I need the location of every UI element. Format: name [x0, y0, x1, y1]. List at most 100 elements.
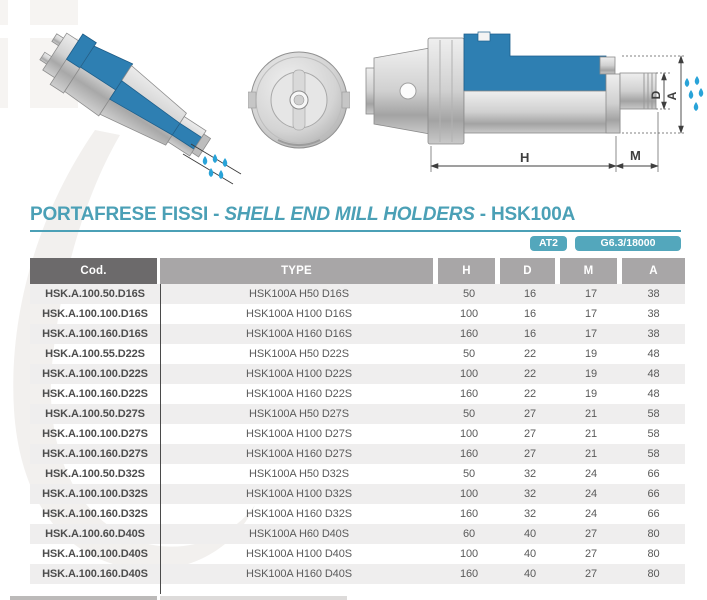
cell-d: 22 — [523, 388, 537, 400]
cell-cod: HSK.A.100.50.D16S — [45, 288, 145, 300]
cell-d: 22 — [523, 348, 537, 360]
table-row: HSK.A.100.50.D27S HSK100A H50 D27S 50 27 21 5… — [30, 404, 685, 424]
cell-d: 40 — [523, 548, 537, 560]
cell-h: 160 — [459, 508, 479, 520]
corner-cross-decor — [8, 0, 30, 108]
product-table: Cod. TYPE H D M A HSK.A.100.50.D16S HSK10… — [30, 258, 685, 594]
cell-m: 21 — [584, 428, 598, 440]
cell-type: HSK100A H160 D40S — [246, 568, 352, 580]
cell-d: 27 — [523, 448, 537, 460]
table-row: HSK.A.100.100.D27S HSK100A H100 D27S 100 27… — [30, 424, 685, 444]
cell-a: 66 — [647, 468, 660, 480]
cell-m: 17 — [584, 288, 598, 300]
cell-m: 27 — [584, 568, 598, 580]
table-body: HSK.A.100.50.D16S HSK100A H50 D16S 50 16 17 3… — [30, 284, 685, 594]
cell-a: 48 — [647, 348, 660, 360]
cell-h: 100 — [459, 308, 479, 320]
table-header-row: Cod. TYPE H D M A — [30, 258, 685, 284]
table-row: HSK.A.100.50.D32S HSK100A H50 D32S 50 32 24 6… — [30, 464, 685, 484]
cell-a: 80 — [647, 548, 660, 560]
cell-d: 40 — [523, 528, 537, 540]
cell-h: 160 — [459, 448, 479, 460]
cell-d: 32 — [523, 488, 537, 500]
cell-h: 50 — [462, 288, 476, 300]
cell-h: 50 — [462, 348, 476, 360]
title-separator: - — [208, 204, 225, 225]
cell-d: 27 — [523, 408, 537, 420]
cell-a: 58 — [647, 428, 660, 440]
cell-d: 16 — [523, 308, 537, 320]
table-row: HSK.A.100.50.D16S HSK100A H50 D16S 50 16 17 3… — [30, 284, 685, 304]
cell-d: 32 — [523, 508, 537, 520]
cell-type: HSK100A H160 D32S — [246, 508, 352, 520]
cell-cod: HSK.A.100.160.D22S — [42, 388, 148, 400]
cell-cod: HSK.A.100.100.D16S — [42, 308, 148, 320]
coolant-drops-icon — [182, 143, 242, 185]
cell-a: 80 — [647, 568, 660, 580]
cell-type: HSK100A H100 D40S — [246, 548, 352, 560]
table-row: HSK.A.100.160.D27S HSK100A H160 D27S 160 27… — [30, 444, 685, 464]
table-row: HSK.A.100.100.D16S HSK100A H100 D16S 100 16… — [30, 304, 685, 324]
cell-cod: HSK.A.100.100.D32S — [42, 488, 148, 500]
cell-m: 21 — [584, 408, 598, 420]
cell-a: 58 — [647, 448, 660, 460]
dim-label-h: H — [520, 150, 529, 165]
cell-cod: HSK.A.100.60.D40S — [45, 528, 145, 540]
next-section-header-fragment — [160, 596, 347, 600]
header-d: D — [500, 258, 555, 284]
dim-label-a: A — [665, 91, 679, 100]
cell-cod: HSK.A.100.160.D32S — [42, 508, 148, 520]
cell-type: HSK100A H160 D16S — [246, 328, 352, 340]
header-a: A — [622, 258, 685, 284]
cell-m: 19 — [584, 388, 598, 400]
cell-h: 160 — [459, 388, 479, 400]
table-row: HSK.A.100.60.D40S HSK100A H60 D40S 60 40 27 8… — [30, 524, 685, 544]
column-divider — [160, 284, 161, 594]
cell-h: 60 — [462, 528, 476, 540]
cell-h: 100 — [459, 548, 479, 560]
cell-a: 48 — [647, 368, 660, 380]
cell-type: HSK100A H160 D27S — [246, 448, 352, 460]
cell-m: 17 — [584, 308, 598, 320]
cell-a: 38 — [647, 288, 660, 300]
cell-m: 19 — [584, 348, 598, 360]
cell-h: 160 — [459, 328, 479, 340]
cutaway-holder-illustration — [39, 32, 242, 185]
cell-cod: HSK.A.100.100.D40S — [42, 548, 148, 560]
cell-h: 50 — [462, 408, 476, 420]
technical-drawing: H M D A — [365, 31, 704, 172]
title-series: PORTAFRESE FISSI — [30, 204, 209, 225]
dim-label-m: M — [630, 148, 641, 163]
next-section-header-fragment — [10, 596, 157, 600]
header-type: TYPE — [160, 258, 433, 284]
badge-at2: AT2 — [529, 236, 567, 251]
cell-cod: HSK.A.100.160.D40S — [42, 568, 148, 580]
cell-h: 100 — [459, 368, 479, 380]
cell-type: HSK100A H50 D22S — [249, 348, 349, 360]
cell-a: 38 — [647, 328, 660, 340]
table-row: HSK.A.100.160.D16S HSK100A H160 D16S 160 16… — [30, 324, 685, 344]
cell-m: 27 — [584, 548, 598, 560]
cell-type: HSK100A H60 D40S — [249, 528, 349, 540]
cell-m: 24 — [584, 468, 598, 480]
table-row: HSK.A.100.100.D40S HSK100A H100 D40S 100 40… — [30, 544, 685, 564]
cell-cod: HSK.A.100.55.D22S — [45, 348, 145, 360]
title-separator: - — [474, 204, 491, 225]
header-cod: Cod. — [30, 258, 157, 284]
cell-a: 66 — [647, 488, 660, 500]
cell-cod: HSK.A.100.160.D16S — [42, 328, 148, 340]
cell-d: 16 — [523, 328, 537, 340]
cell-type: HSK100A H160 D22S — [246, 388, 352, 400]
header-m: M — [560, 258, 617, 284]
cell-d: 32 — [523, 468, 537, 480]
cell-d: 40 — [523, 568, 537, 580]
cell-a: 58 — [647, 408, 660, 420]
cell-a: 80 — [647, 528, 660, 540]
table-row: HSK.A.100.100.D32S HSK100A H100 D32S 100 32… — [30, 484, 685, 504]
cell-cod: HSK.A.100.100.D22S — [42, 368, 148, 380]
cell-a: 48 — [647, 388, 660, 400]
title-model: HSK100A — [490, 204, 576, 225]
cell-h: 160 — [459, 568, 479, 580]
title-english: SHELL END MILL HOLDERS — [224, 204, 475, 225]
